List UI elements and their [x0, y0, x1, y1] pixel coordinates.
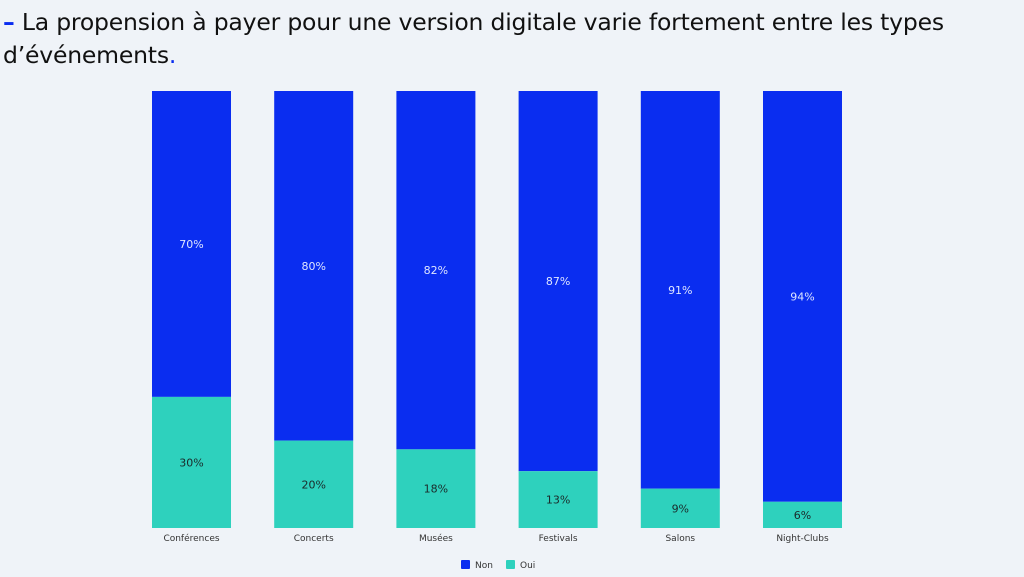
- data-label-non: 70%: [179, 238, 203, 251]
- data-label-oui: 13%: [546, 494, 570, 507]
- data-label-oui: 6%: [794, 509, 811, 522]
- data-label-non: 91%: [668, 284, 692, 297]
- bar-segment-non: [763, 91, 842, 502]
- legend: Non Oui: [461, 560, 535, 571]
- bar-segment-oui: [396, 449, 476, 528]
- bar-stack: 94% 6%: [763, 91, 842, 528]
- bar-stack: 70% 30%: [152, 91, 231, 528]
- bar-segment-oui: [274, 440, 354, 528]
- data-label-non: 80%: [301, 260, 325, 273]
- legend-label-oui: Oui: [520, 561, 535, 571]
- bars-group: 70% 30% 80% 20% 82% 18% 87% 13% 91% 9% 94% 6%: [152, 91, 842, 528]
- title-text: La propension à payer pour une version d…: [3, 8, 944, 69]
- bar-segment-non: [396, 91, 476, 450]
- bar-segment-oui: [640, 488, 720, 528]
- data-label-oui: 30%: [179, 456, 203, 469]
- legend-label-non: Non: [475, 561, 493, 571]
- bar-segment-non: [152, 91, 231, 397]
- bar-segment-non: [518, 91, 598, 472]
- category-label: Concerts: [294, 534, 334, 544]
- category-labels: Conférences Concerts Musées Festivals Salons…: [163, 533, 829, 544]
- data-label-non: 87%: [546, 275, 570, 288]
- bar-segment-oui: [152, 396, 231, 528]
- bar-stack: 80% 20%: [274, 91, 354, 528]
- title-dash: –: [3, 8, 15, 36]
- bar-stack: 82% 18%: [396, 91, 476, 528]
- category-label: Night-Clubs: [776, 534, 829, 544]
- data-label-non: 82%: [424, 264, 448, 277]
- bar-stack: 91% 9%: [640, 91, 720, 528]
- legend-swatch-non: [461, 560, 470, 569]
- bar-segment-non: [640, 91, 720, 489]
- data-label-oui: 18%: [424, 483, 448, 496]
- category-label: Conférences: [163, 533, 219, 544]
- bar-segment-oui: [518, 471, 598, 528]
- title-period: .: [168, 41, 177, 69]
- data-label-non: 94%: [790, 290, 814, 303]
- page-title: – La propension à payer pour une version…: [3, 6, 1023, 72]
- bar-stack: 87% 13%: [518, 91, 598, 528]
- bar-segment-oui: [763, 501, 842, 528]
- data-label-oui: 9%: [672, 502, 689, 515]
- bar-segment-non: [274, 91, 354, 441]
- category-label: Festivals: [539, 534, 578, 544]
- legend-swatch-oui: [506, 560, 515, 569]
- data-label-oui: 20%: [301, 478, 325, 491]
- category-label: Salons: [665, 534, 695, 544]
- category-label: Musées: [419, 533, 453, 544]
